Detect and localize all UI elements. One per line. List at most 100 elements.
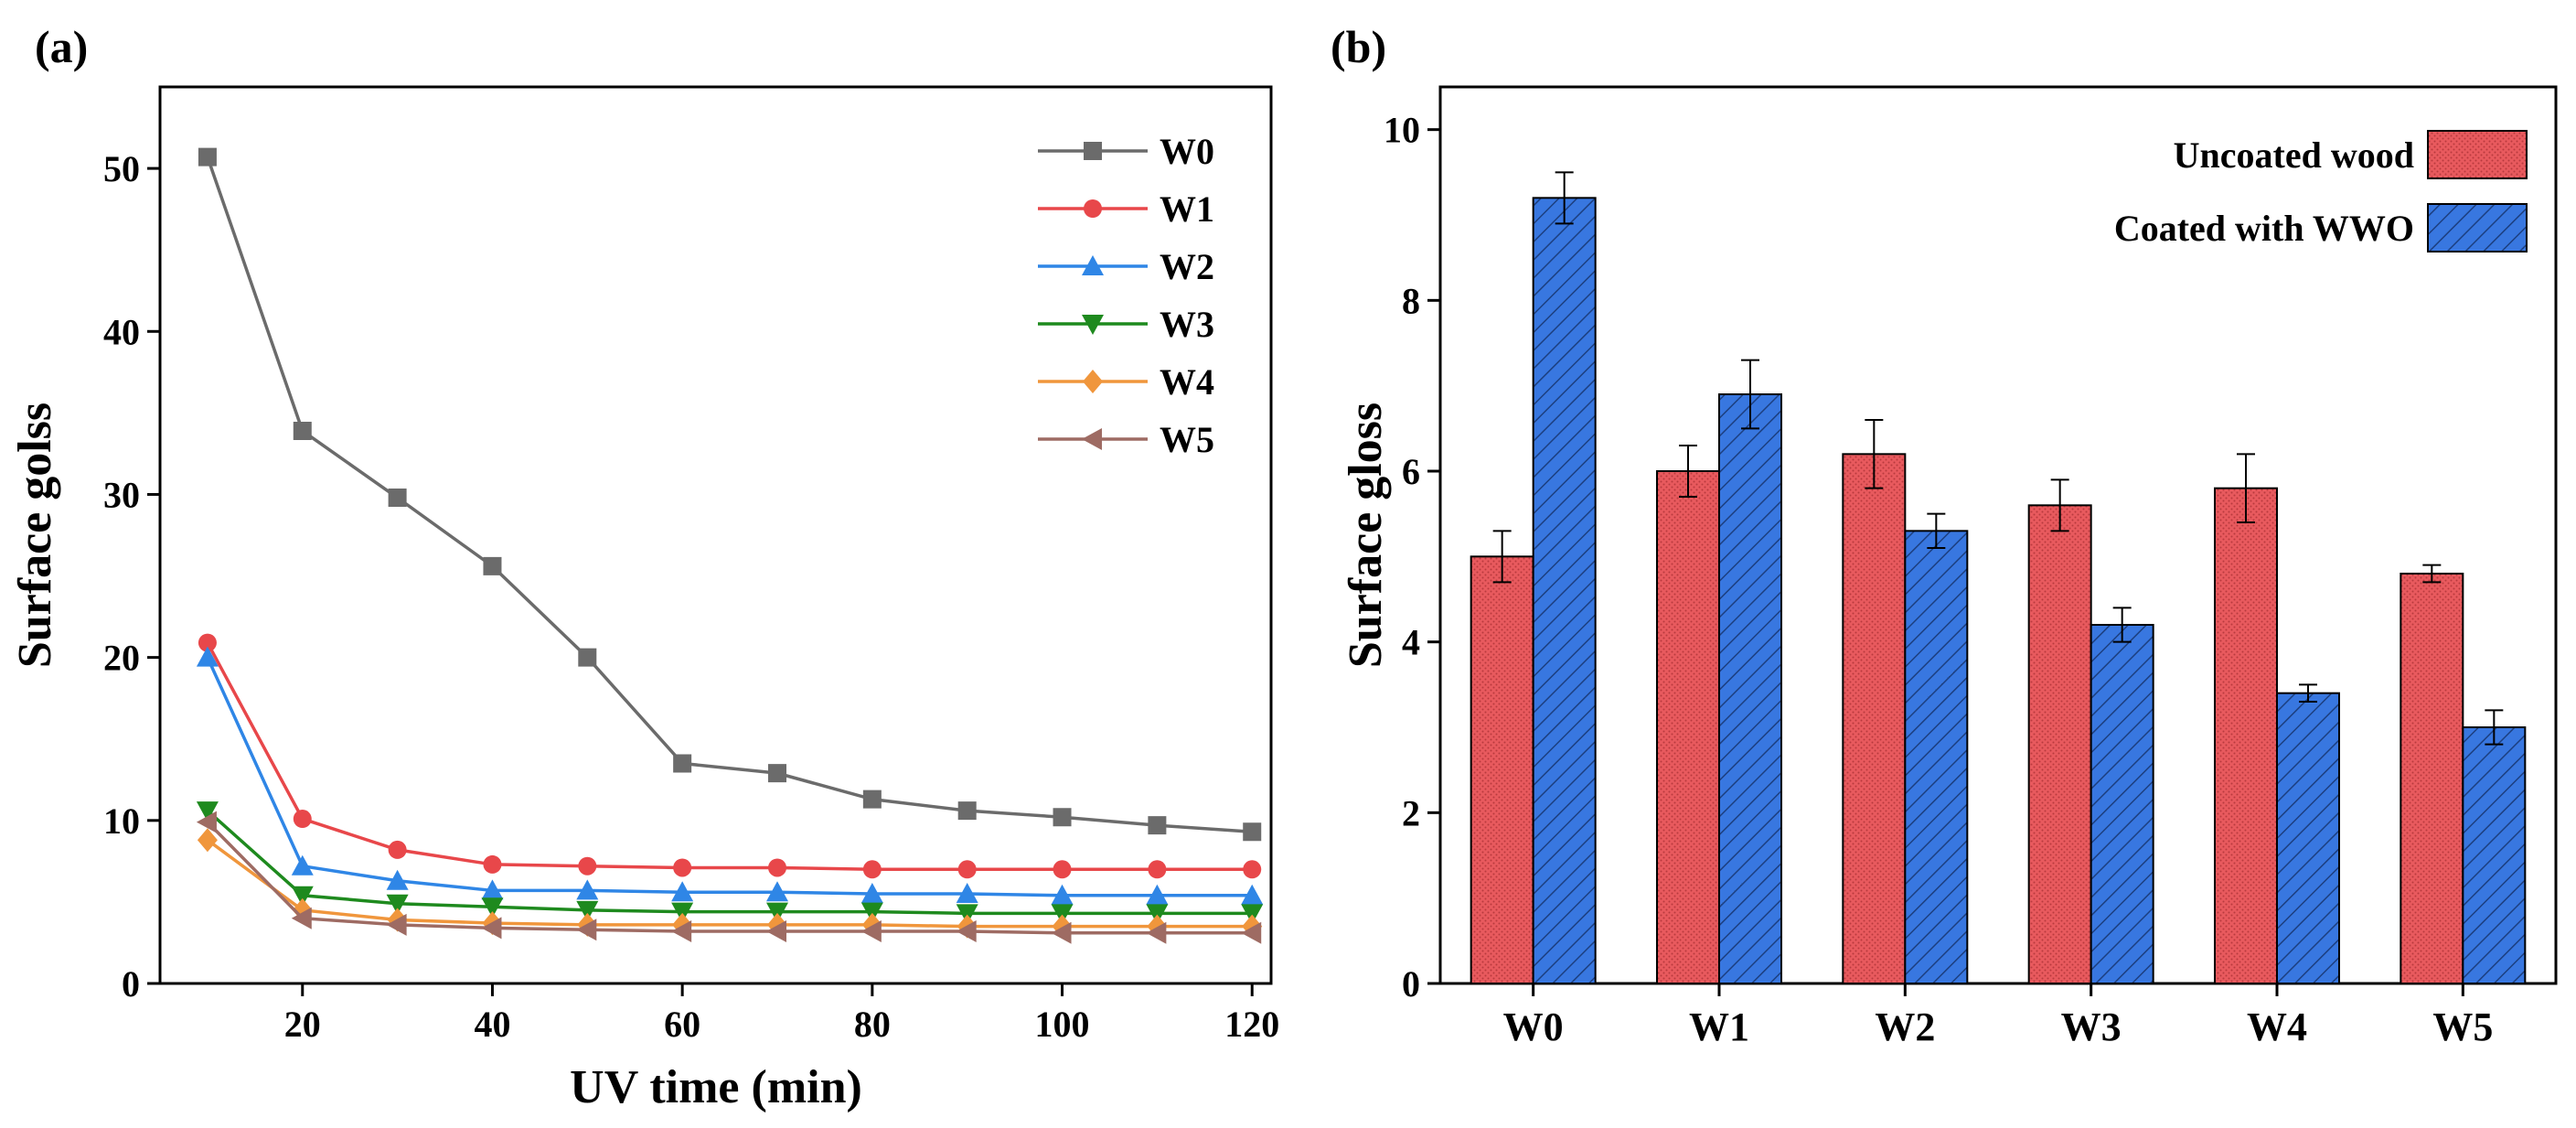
data-point-w3: [386, 894, 409, 915]
bar-coated-w2: [1904, 530, 1969, 984]
data-point-w2: [1051, 884, 1074, 905]
panel-a-x-tick-label: 100: [1035, 1004, 1090, 1045]
data-point-w1: [673, 858, 692, 877]
panel-a-y-axis-title: Surface golss: [9, 403, 61, 668]
panel-b-plot-frame: [1438, 85, 2558, 985]
legend-label-w4: W4: [1160, 361, 1214, 403]
legend-label-w3: W3: [1160, 304, 1214, 345]
data-point-w3: [291, 886, 314, 907]
panel-b: (b) 0 2 4 6 8 10 W0 W1 W2 W3 W4 W5 Uncoated wood Co…: [1331, 21, 2558, 1049]
data-point-w1: [293, 810, 312, 829]
legend-marker-w5: [1082, 428, 1102, 450]
data-point-w5: [196, 811, 217, 833]
data-point-w0: [388, 489, 407, 508]
data-point-w5: [956, 919, 977, 942]
panel-a-x-tick-label: 40: [474, 1004, 510, 1045]
data-point-w2: [860, 883, 883, 903]
data-point-w1: [1148, 860, 1167, 879]
panel-b-bars: [1470, 171, 2527, 985]
data-point-w4: [197, 828, 218, 853]
data-point-w3: [481, 897, 504, 919]
data-point-w0: [483, 556, 502, 575]
bar-coated-w3: [2090, 624, 2154, 984]
bar-uncoated-w0: [1470, 555, 1534, 984]
data-point-w3: [1051, 904, 1074, 925]
data-point-w3: [576, 900, 599, 921]
panel-b-y-tick-label: 4: [1402, 622, 1420, 663]
bar-uncoated-w1: [1656, 470, 1720, 984]
data-point-w2: [386, 869, 409, 890]
panel-a-y-tick-label: 0: [122, 963, 140, 1004]
bar-uncoated-w4: [2214, 487, 2278, 984]
series-line-w0: [206, 156, 1253, 834]
panel-a-y-ticks: 0 10 20 30 40 50: [103, 148, 160, 1004]
panel-b-y-tick-label: 2: [1402, 792, 1420, 833]
category-label-w5: W5: [2432, 1004, 2493, 1049]
bar-uncoated-w3: [2027, 504, 2092, 984]
category-label-w4: W4: [2247, 1004, 2307, 1049]
data-point-w5: [1146, 921, 1167, 944]
panel-b-label: (b): [1331, 21, 1386, 72]
legend-swatch-coated: [2427, 203, 2528, 252]
panel-a-x-tick-label: 60: [664, 1004, 700, 1045]
panel-a-plot-frame: [158, 85, 1273, 985]
bar-coated-w5: [2462, 726, 2527, 984]
panel-a-y-tick-label: 40: [103, 311, 140, 352]
category-label-w0: W0: [1503, 1004, 1564, 1049]
panel-a-series: [196, 147, 1264, 944]
data-point-w0: [1243, 822, 1262, 842]
bar-coated-w0: [1532, 197, 1597, 985]
legend-label-uncoated: Uncoated wood: [2174, 134, 2414, 176]
data-point-w1: [768, 858, 786, 877]
data-point-w1: [483, 854, 502, 874]
panel-b-y-tick-label: 6: [1402, 451, 1420, 492]
panel-b-category-labels: W0 W1 W2 W3 W4 W5: [1503, 983, 2493, 1049]
bar-uncoated-w2: [1842, 453, 1907, 985]
panel-a-x-tick-label: 120: [1224, 1004, 1279, 1045]
data-point-w0: [198, 147, 217, 167]
data-point-w3: [766, 902, 788, 923]
data-point-w0: [578, 648, 597, 667]
data-point-w1: [388, 840, 407, 859]
panel-b-y-tick-label: 0: [1402, 963, 1420, 1004]
data-point-w1: [862, 860, 882, 879]
legend-swatch-uncoated: [2427, 130, 2528, 179]
data-point-w3: [671, 902, 694, 923]
panel-a-x-tick-label: 80: [854, 1004, 891, 1045]
bar-coated-w1: [1718, 393, 1782, 984]
data-point-w5: [1241, 921, 1262, 944]
series-line-w3: [206, 809, 1253, 916]
legend-marker-w4: [1083, 370, 1103, 393]
data-point-w2: [1146, 884, 1169, 905]
category-label-w2: W2: [1875, 1004, 1935, 1049]
data-point-w1: [1243, 860, 1262, 879]
legend-label-coated: Coated with WWO: [2114, 208, 2414, 249]
panel-a-legend: W0 W1 W2 W3 W4 W5: [1038, 131, 1214, 460]
data-point-w2: [1241, 884, 1264, 905]
data-point-w5: [481, 917, 502, 940]
data-point-w0: [1148, 816, 1167, 835]
data-point-w2: [481, 879, 504, 900]
category-label-w3: W3: [2061, 1004, 2122, 1049]
data-point-w0: [768, 764, 786, 783]
series-line-w2: [206, 656, 1253, 897]
data-point-w3: [1146, 904, 1169, 925]
data-point-w2: [291, 854, 314, 876]
panel-b-y-axis-title: Surface gloss: [1340, 403, 1392, 668]
data-point-w5: [291, 907, 312, 929]
legend-label-w2: W2: [1160, 246, 1214, 287]
series-line-w4: [206, 838, 1253, 929]
panel-a-label: (a): [35, 21, 88, 72]
data-point-w5: [576, 919, 597, 941]
data-point-w5: [766, 919, 786, 942]
legend-label-w5: W5: [1160, 419, 1214, 460]
data-point-w1: [578, 856, 597, 876]
data-point-w3: [196, 801, 219, 822]
panel-b-y-tick-label: 8: [1402, 280, 1420, 321]
panel-a-y-tick-label: 10: [103, 800, 140, 842]
panel-a-x-tick-label: 20: [284, 1004, 321, 1045]
legend-label-w1: W1: [1160, 188, 1214, 230]
data-point-w5: [671, 919, 692, 942]
